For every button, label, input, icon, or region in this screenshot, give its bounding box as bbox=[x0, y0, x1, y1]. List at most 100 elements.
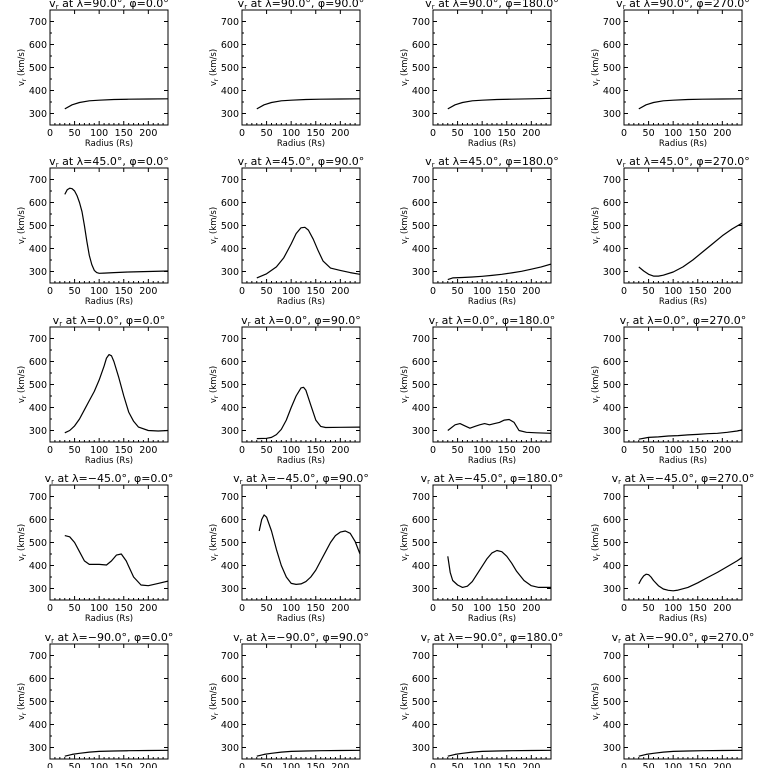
y-tick-label: 500 bbox=[221, 538, 239, 549]
x-tick-label: 100 bbox=[282, 603, 300, 614]
y-tick-label: 400 bbox=[29, 403, 47, 414]
y-label-sub: r bbox=[404, 712, 411, 715]
chart-title: vr at λ=45.0°, φ=270.0° bbox=[616, 155, 750, 169]
x-tick-label: 50 bbox=[261, 128, 273, 139]
plot-frame bbox=[241, 167, 361, 284]
y-tick-label: 400 bbox=[603, 86, 621, 97]
y-label-unit: (km/s) bbox=[591, 366, 601, 396]
series-line bbox=[64, 187, 168, 274]
y-label-sub: r bbox=[595, 78, 602, 81]
y-label-sub: r bbox=[21, 553, 28, 556]
x-axis-label: Radius (Rs) bbox=[85, 456, 133, 466]
y-label-unit: (km/s) bbox=[17, 683, 27, 713]
x-tick-label: 50 bbox=[261, 445, 273, 456]
y-axis-label: vr (km/s) bbox=[591, 524, 602, 561]
y-tick-label: 500 bbox=[603, 380, 621, 391]
x-tick-label: 100 bbox=[664, 603, 682, 614]
y-tick-label: 300 bbox=[29, 109, 47, 120]
chart-title: vr at λ=45.0°, φ=180.0° bbox=[425, 155, 559, 169]
y-label-unit: (km/s) bbox=[591, 683, 601, 713]
x-tick-label: 150 bbox=[307, 762, 325, 768]
y-tick-label: 700 bbox=[29, 175, 47, 186]
y-tick-label: 400 bbox=[412, 86, 430, 97]
chart-panel: vr at λ=45.0°, φ=0.0°0 50 100 150 2003004005… bbox=[17, 155, 169, 307]
y-tick-label: 400 bbox=[412, 403, 430, 414]
x-tick-label: 150 bbox=[689, 286, 707, 297]
title-lambda: at λ=0.0°, bbox=[629, 314, 693, 327]
y-label-v: v bbox=[209, 239, 219, 244]
y-tick-label: 300 bbox=[412, 584, 430, 595]
chart-panel: vr at λ=0.0°, φ=90.0°0 50 100 150 2003004005… bbox=[209, 314, 361, 466]
y-tick-label: 500 bbox=[603, 221, 621, 232]
title-phi: φ=0.0° bbox=[129, 0, 168, 10]
y-tick-label: 600 bbox=[412, 357, 430, 368]
title-phi: φ=0.0° bbox=[134, 472, 173, 485]
y-tick-label: 600 bbox=[603, 198, 621, 209]
x-tick-label: 0 bbox=[239, 603, 245, 614]
x-tick-label: 0 bbox=[47, 603, 53, 614]
y-tick-label: 300 bbox=[603, 426, 621, 437]
x-axis-label: Radius (Rs) bbox=[85, 614, 133, 624]
y-tick-label: 300 bbox=[29, 426, 47, 437]
y-label-v: v bbox=[400, 239, 410, 244]
x-tick-label: 0 bbox=[621, 603, 627, 614]
x-tick-label: 150 bbox=[115, 128, 133, 139]
y-axis-label: vr (km/s) bbox=[209, 366, 220, 403]
y-axis-label: vr (km/s) bbox=[209, 683, 220, 720]
y-label-v: v bbox=[591, 715, 601, 720]
title-v: v bbox=[612, 472, 619, 485]
title-v: v bbox=[425, 155, 432, 168]
title-lambda: at λ=−90.0°, bbox=[242, 631, 322, 644]
y-tick-label: 500 bbox=[29, 697, 47, 708]
plot-frame bbox=[49, 326, 169, 443]
y-tick-label: 600 bbox=[603, 40, 621, 51]
x-tick-label: 150 bbox=[307, 128, 325, 139]
y-tick-label: 700 bbox=[412, 651, 430, 662]
x-tick-label: 0 bbox=[621, 286, 627, 297]
title-sub-r: r bbox=[427, 637, 430, 645]
y-label-v: v bbox=[400, 715, 410, 720]
x-tick-label: 100 bbox=[664, 762, 682, 768]
title-lambda: at λ=−45.0°, bbox=[242, 472, 322, 485]
y-label-sub: r bbox=[213, 553, 220, 556]
y-label-sub: r bbox=[595, 395, 602, 398]
series-line bbox=[256, 226, 360, 279]
title-phi: φ=180.0° bbox=[502, 314, 555, 327]
chart-title: vr at λ=−90.0°, φ=180.0° bbox=[421, 631, 564, 645]
chart-panel: vr at λ=−45.0°, φ=0.0°0 50 100 150 200300400… bbox=[17, 472, 173, 624]
y-label-v: v bbox=[400, 81, 410, 86]
y-tick-label: 500 bbox=[29, 221, 47, 232]
y-tick-label: 600 bbox=[221, 674, 239, 685]
title-lambda: at λ=−90.0°, bbox=[621, 631, 701, 644]
y-tick-label: 400 bbox=[29, 244, 47, 255]
y-tick-label: 700 bbox=[29, 334, 47, 345]
y-label-v: v bbox=[209, 81, 219, 86]
y-tick-label: 700 bbox=[221, 492, 239, 503]
x-tick-label: 200 bbox=[331, 286, 349, 297]
x-tick-label: 100 bbox=[664, 286, 682, 297]
x-tick-label: 200 bbox=[331, 445, 349, 456]
chart-panel: vr at λ=90.0°, φ=270.0°0 50 100 150 20030040… bbox=[591, 0, 750, 149]
x-tick-label: 0 bbox=[430, 762, 436, 768]
y-label-sub: r bbox=[595, 553, 602, 556]
title-lambda: at λ=90.0°, bbox=[435, 0, 506, 10]
chart-panel: vr at λ=0.0°, φ=180.0°0 50 100 150 200300400… bbox=[400, 314, 555, 466]
title-lambda: at λ=90.0°, bbox=[626, 0, 697, 10]
y-tick-label: 600 bbox=[603, 674, 621, 685]
title-phi: φ=0.0° bbox=[134, 631, 173, 644]
y-axis-label: vr (km/s) bbox=[591, 49, 602, 86]
y-tick-label: 600 bbox=[29, 198, 47, 209]
series-line bbox=[638, 98, 742, 110]
chart-panel: vr at λ=90.0°, φ=180.0°0 50 100 150 20030040… bbox=[400, 0, 559, 149]
x-tick-label: 50 bbox=[261, 286, 273, 297]
series-line bbox=[447, 549, 551, 589]
title-v: v bbox=[45, 631, 52, 644]
series-line bbox=[447, 749, 551, 757]
y-tick-label: 600 bbox=[221, 40, 239, 51]
title-sub-r: r bbox=[240, 478, 243, 486]
x-tick-label: 150 bbox=[307, 445, 325, 456]
title-sub-r: r bbox=[432, 3, 435, 11]
y-tick-label: 700 bbox=[603, 651, 621, 662]
chart-title: vr at λ=90.0°, φ=180.0° bbox=[425, 0, 559, 11]
chart-title: vr at λ=0.0°, φ=270.0° bbox=[620, 314, 747, 328]
